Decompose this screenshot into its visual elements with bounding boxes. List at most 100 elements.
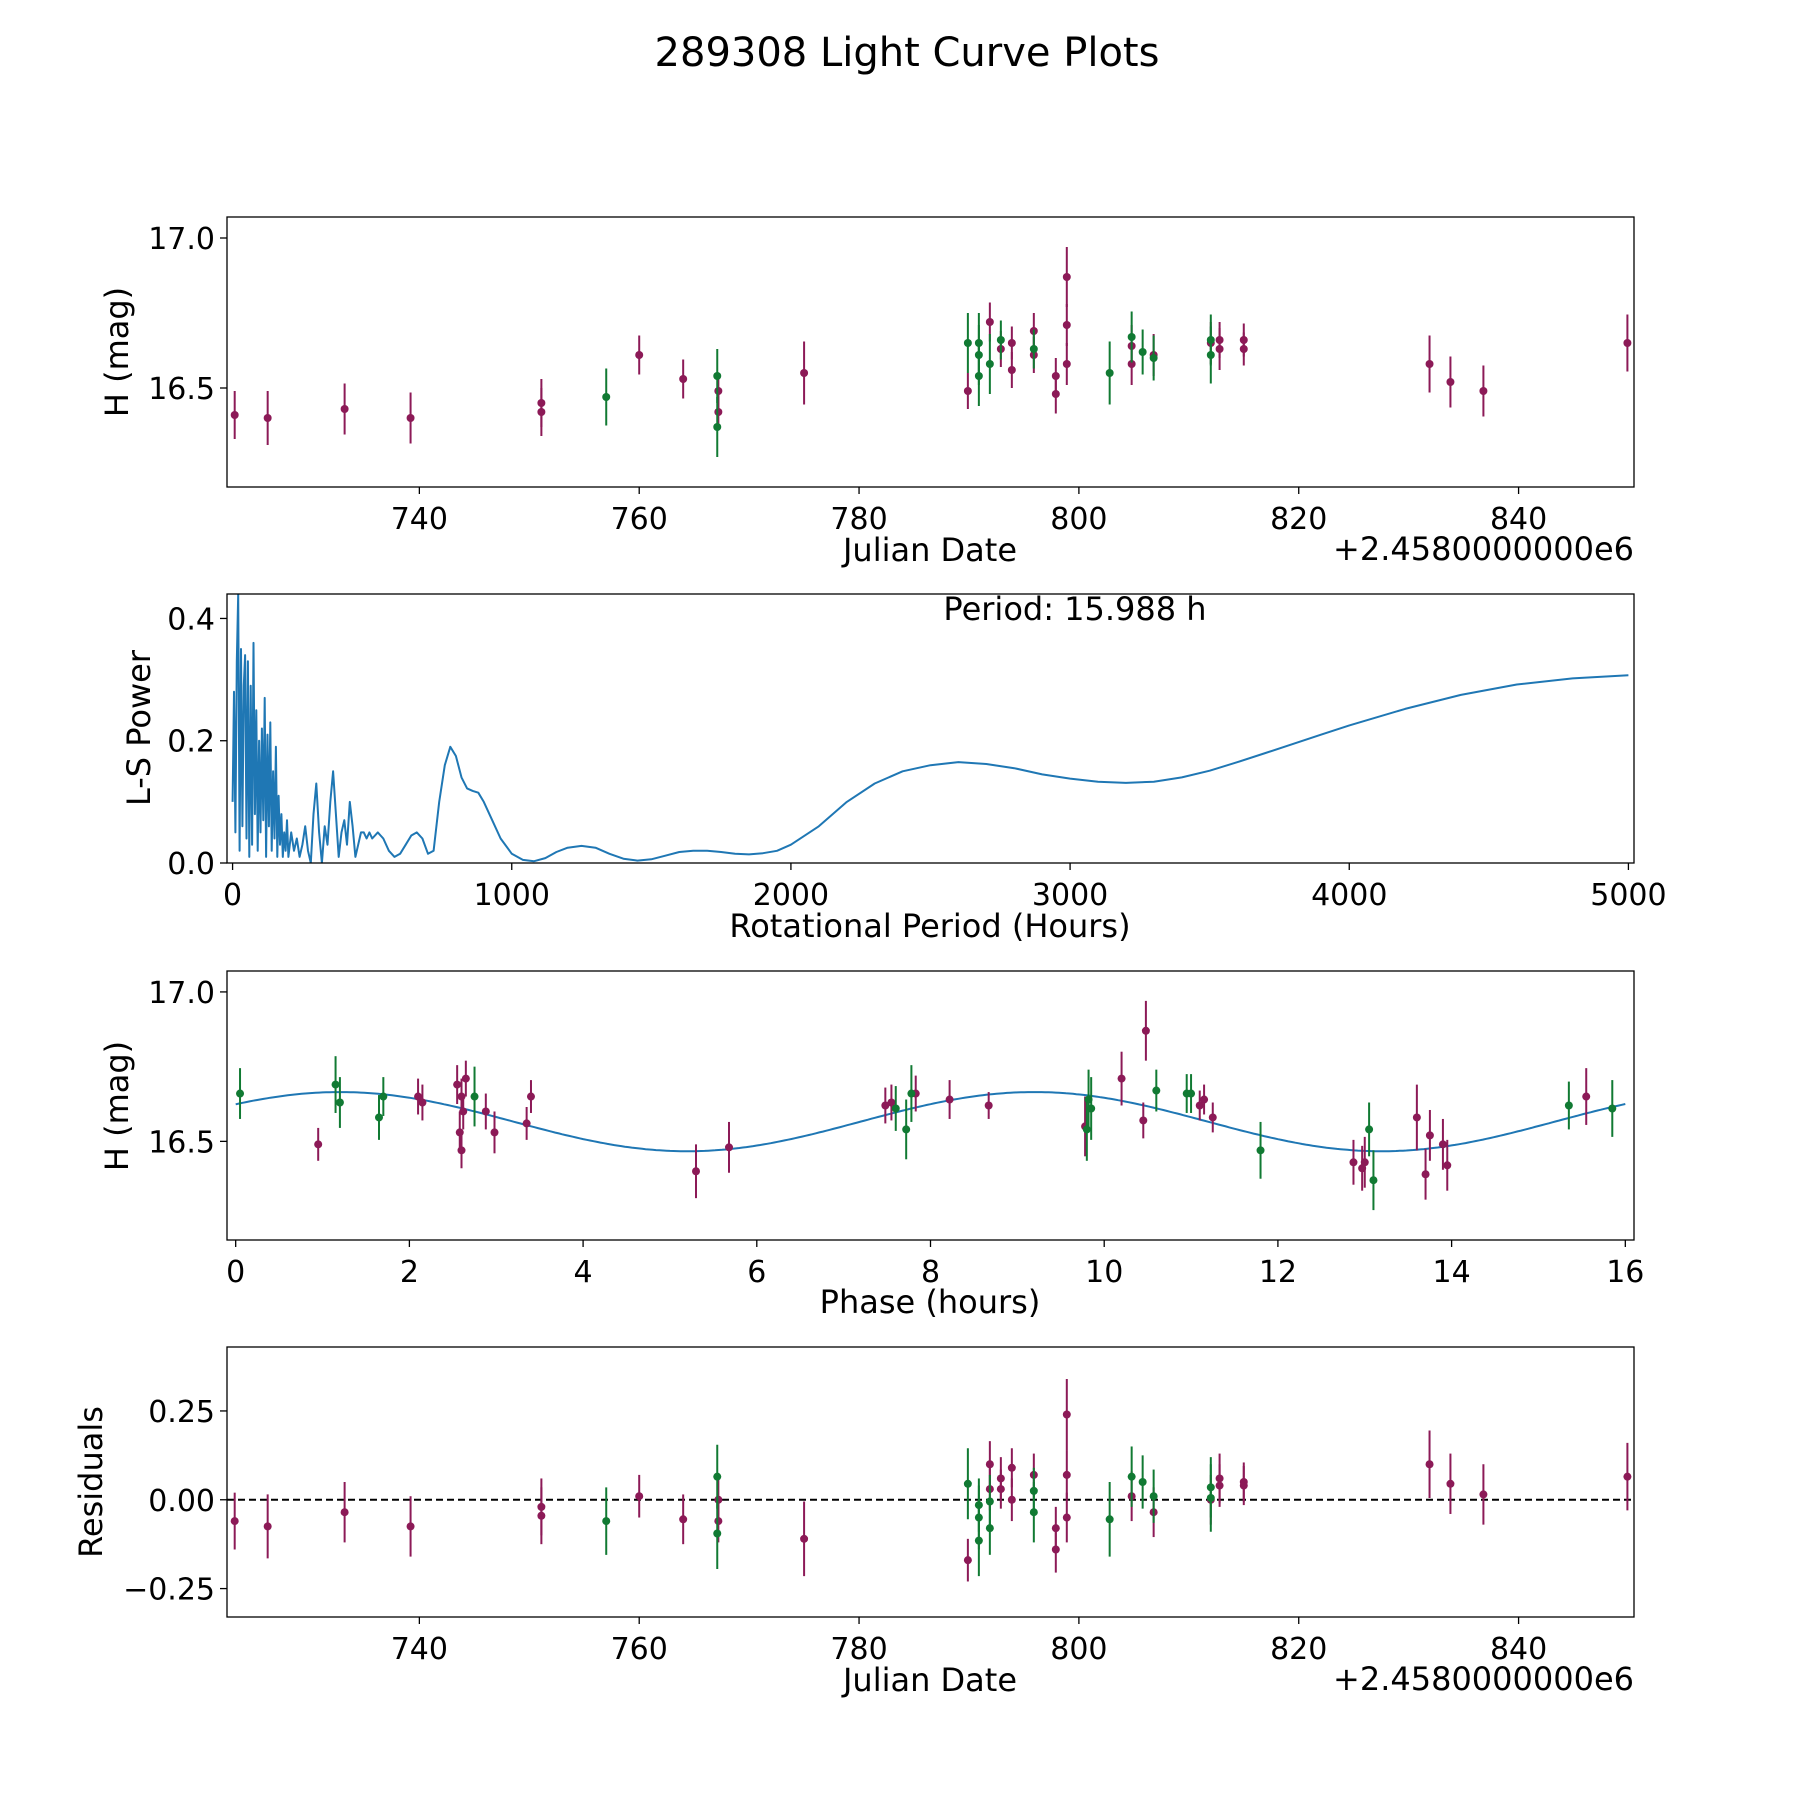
purple-data-point	[679, 375, 688, 383]
green-data-point	[379, 1092, 388, 1101]
green-data-point	[985, 1524, 994, 1533]
y-tick-label: 0.0	[167, 847, 215, 882]
purple-data-point	[418, 1098, 427, 1107]
purple-data-point	[1062, 1513, 1071, 1522]
purple-data-point	[406, 1522, 415, 1531]
y-tick-label: 16.5	[148, 372, 215, 407]
purple-data-point	[461, 1074, 470, 1083]
green-data-point	[1138, 1478, 1147, 1486]
purple-data-point	[340, 1508, 349, 1517]
purple-data-point	[457, 1146, 466, 1155]
purple-data-point	[1479, 387, 1488, 395]
purple-data-point	[414, 1092, 423, 1101]
y-tick-label: 17.0	[148, 222, 215, 257]
purple-data-point	[340, 405, 349, 413]
residuals-xlabel: Julian Date	[841, 1661, 1017, 1699]
purple-data-point	[1195, 1101, 1204, 1110]
purple-data-point	[800, 1534, 809, 1543]
green-data-point	[963, 1479, 972, 1488]
purple-data-point	[1215, 336, 1224, 344]
x-tick-label: 760	[611, 1632, 668, 1667]
purple-data-point	[714, 1517, 723, 1526]
purple-data-point	[1007, 366, 1016, 374]
light-curve-points	[230, 247, 1632, 457]
purple-data-point	[526, 1092, 535, 1101]
phased-points	[235, 1000, 1626, 1211]
x-tick-label: 740	[391, 1632, 448, 1667]
x-tick-label: 4	[574, 1255, 593, 1290]
purple-data-point	[1062, 273, 1071, 281]
purple-data-point	[1141, 1026, 1150, 1035]
purple-data-point	[1479, 1490, 1488, 1499]
green-data-point	[902, 1125, 911, 1134]
periodogram-ticks: 0 1000 2000 3000 4000 5000 0.0 0.2 0.4	[167, 602, 1666, 913]
x-tick-label: 740	[391, 502, 448, 537]
purple-data-point	[963, 1556, 972, 1565]
x-tick-label: 820	[1270, 1632, 1327, 1667]
purple-data-point	[692, 1167, 700, 1176]
x-tick-label: 840	[1490, 502, 1547, 537]
purple-data-point	[406, 414, 415, 422]
purple-data-point	[230, 411, 239, 419]
purple-data-point	[1215, 1481, 1224, 1490]
green-data-point	[713, 1472, 722, 1481]
plot-area	[230, 247, 1632, 457]
periodogram-xlabel: Rotational Period (Hours)	[729, 907, 1130, 945]
green-data-point	[974, 339, 983, 347]
light-curve-axes-frame	[226, 216, 1635, 488]
purple-data-point	[1349, 1158, 1358, 1167]
purple-data-point	[881, 1101, 890, 1110]
x-tick-label: 1000	[474, 878, 550, 913]
purple-data-point	[635, 351, 644, 359]
phased-ylabel: H (mag)	[98, 1041, 136, 1171]
x-tick-label: 3000	[1032, 878, 1108, 913]
purple-data-point	[1127, 360, 1136, 368]
purple-data-point	[1421, 1170, 1430, 1179]
purple-data-point	[714, 387, 723, 395]
x-tick-label: 800	[1050, 1632, 1107, 1667]
light-curve-ylabel: H (mag)	[98, 287, 136, 417]
purple-data-point	[635, 1492, 644, 1501]
periodogram-axes-frame	[226, 593, 1635, 864]
purple-data-point	[1360, 1158, 1369, 1167]
purple-data-point	[263, 414, 272, 422]
x-tick-label: 10	[1085, 1255, 1123, 1290]
light-curve-xlabel: Julian Date	[841, 531, 1017, 569]
green-data-point	[331, 1080, 340, 1089]
green-data-point	[602, 393, 611, 401]
purple-data-point	[945, 1095, 954, 1104]
purple-data-point	[537, 408, 546, 416]
residuals-axes-frame	[226, 1346, 1635, 1618]
x-tick-label: 12	[1259, 1255, 1297, 1290]
green-data-point	[335, 1098, 344, 1107]
y-tick-label: −0.25	[123, 1573, 215, 1608]
periodogram-line-group	[231, 594, 1629, 863]
green-data-point	[713, 1529, 722, 1538]
x-tick-label: 820	[1270, 502, 1327, 537]
green-data-point	[236, 1089, 245, 1098]
x-tick-label: 5000	[1590, 878, 1666, 913]
green-data-point	[974, 1536, 983, 1545]
purple-data-point	[230, 1517, 239, 1526]
green-data-point	[985, 360, 994, 368]
purple-data-point	[537, 1511, 546, 1520]
periodogram-annotation: Period: 15.988 h	[943, 590, 1206, 628]
green-data-point	[907, 1089, 916, 1098]
purple-data-point	[490, 1128, 499, 1137]
purple-data-point	[1446, 1479, 1455, 1488]
green-data-point	[1152, 1086, 1161, 1095]
green-data-point	[1256, 1146, 1265, 1155]
purple-data-point	[1051, 390, 1060, 398]
purple-data-point	[1623, 339, 1632, 347]
green-data-point	[891, 1104, 900, 1113]
x-tick-label: 2000	[753, 878, 829, 913]
green-data-point	[996, 336, 1005, 344]
x-tick-label: 8	[921, 1255, 940, 1290]
purple-data-point	[1200, 1095, 1209, 1104]
green-data-point	[1369, 1176, 1378, 1185]
panel-periodogram: 0 1000 2000 3000 4000 5000 0.0 0.2 0.4 Period: 1…	[120, 590, 1667, 945]
green-data-point	[602, 1517, 611, 1526]
green-data-point	[1564, 1101, 1573, 1110]
purple-data-point	[1623, 1472, 1632, 1481]
green-data-point	[1082, 1125, 1091, 1134]
